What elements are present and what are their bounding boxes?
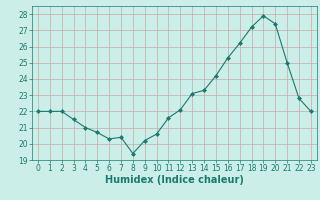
X-axis label: Humidex (Indice chaleur): Humidex (Indice chaleur) — [105, 175, 244, 185]
